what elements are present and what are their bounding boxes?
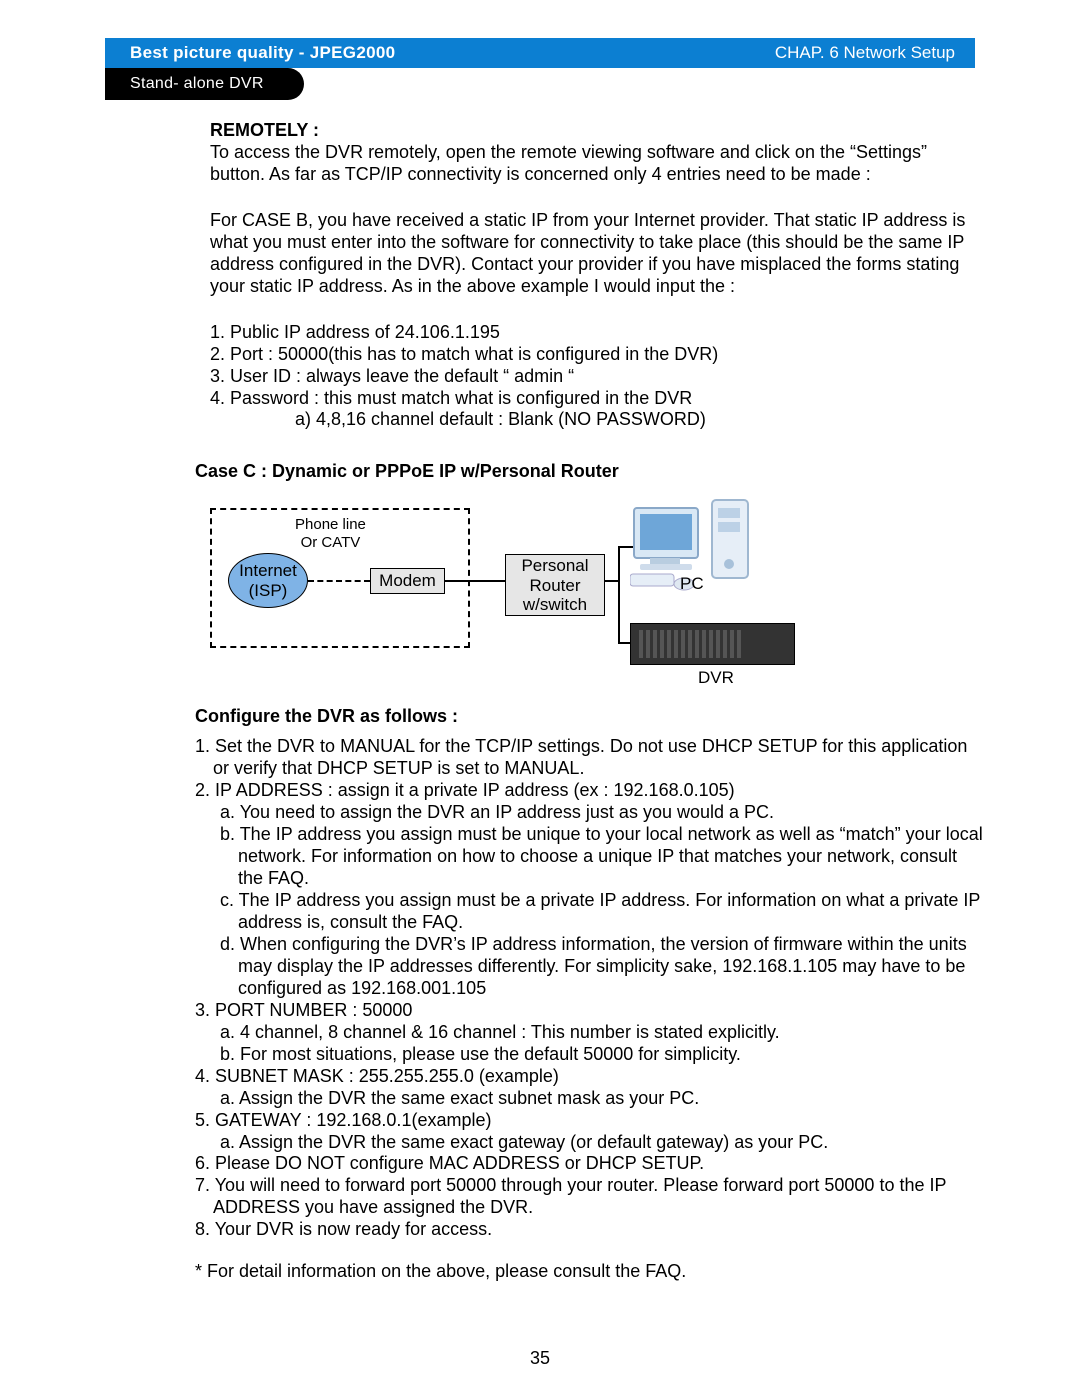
remotely-l2: 2. Port : 50000(this has to match what i… (210, 344, 985, 366)
remotely-l1: 1. Public IP address of 24.106.1.195 (210, 322, 985, 344)
remotely-l4a: a) 4,8,16 channel default : Blank (NO PA… (295, 409, 985, 431)
page-content: REMOTELY : To access the DVR remotely, o… (195, 120, 985, 1283)
cfg-4a: a. Assign the DVR the same exact subnet … (220, 1088, 985, 1110)
page-number: 35 (0, 1348, 1080, 1369)
cfg-4: 4. SUBNET MASK : 255.255.255.0 (example) (195, 1066, 985, 1088)
remotely-heading: REMOTELY : (210, 120, 985, 142)
conn-isp-modem (308, 580, 370, 582)
remotely-l4: 4. Password : this must match what is co… (210, 388, 985, 410)
dvr-icon (630, 623, 795, 665)
case-c-heading: Case C : Dynamic or PPPoE IP w/Personal … (195, 461, 985, 483)
cfg-5: 5. GATEWAY : 192.168.0.1(example) (195, 1110, 985, 1132)
phone-line-label: Phone line Or CATV (295, 516, 366, 551)
pc-label: PC (680, 574, 704, 595)
header-right: CHAP. 6 Network Setup (775, 43, 955, 63)
cfg-2c: c. The IP address you assign must be a p… (220, 890, 985, 934)
cfg-6: 6. Please DO NOT configure MAC ADDRESS o… (195, 1153, 985, 1175)
cfg-2d: d. When configuring the DVR’s IP address… (220, 934, 985, 1000)
cfg-2b: b. The IP address you assign must be uni… (220, 824, 985, 890)
cfg-8: 8. Your DVR is now ready for access. (195, 1219, 985, 1241)
cfg-5a: a. Assign the DVR the same exact gateway… (220, 1132, 985, 1154)
cfg-7: 7. You will need to forward port 50000 t… (195, 1175, 985, 1219)
network-diagram: Phone line Or CATV Internet (ISP) Modem … (200, 498, 900, 698)
cfg-3: 3. PORT NUMBER : 50000 (195, 1000, 985, 1022)
conn-modem-router (445, 580, 505, 582)
router-node: Personal Router w/switch (505, 554, 605, 616)
header-sub-text: Stand- alone DVR (130, 75, 264, 93)
config-list: 1. Set the DVR to MANUAL for the TCP/IP … (195, 736, 985, 1241)
conn-trunk-vert (618, 546, 620, 644)
header-left: Best picture quality - JPEG2000 (130, 43, 395, 63)
cfg-3b: b. For most situations, please use the d… (220, 1044, 985, 1066)
header-sub-pill: Stand- alone DVR (105, 68, 304, 100)
remotely-p1: To access the DVR remotely, open the rem… (210, 142, 985, 186)
cfg-2a: a. You need to assign the DVR an IP addr… (220, 802, 985, 824)
dvr-label: DVR (698, 668, 734, 689)
cfg-1: 1. Set the DVR to MANUAL for the TCP/IP … (195, 736, 985, 780)
remotely-l3: 3. User ID : always leave the default “ … (210, 366, 985, 388)
cfg-3a: a. 4 channel, 8 channel & 16 channel : T… (220, 1022, 985, 1044)
remotely-p2: For CASE B, you have received a static I… (210, 210, 985, 298)
page-header: Best picture quality - JPEG2000 CHAP. 6 … (105, 38, 975, 68)
isp-node: Internet (ISP) (228, 553, 308, 608)
cfg-note: * For detail information on the above, p… (195, 1261, 985, 1283)
cfg-2: 2. IP ADDRESS : assign it a private IP a… (195, 780, 985, 802)
config-heading: Configure the DVR as follows : (195, 706, 985, 728)
modem-node: Modem (370, 568, 445, 594)
